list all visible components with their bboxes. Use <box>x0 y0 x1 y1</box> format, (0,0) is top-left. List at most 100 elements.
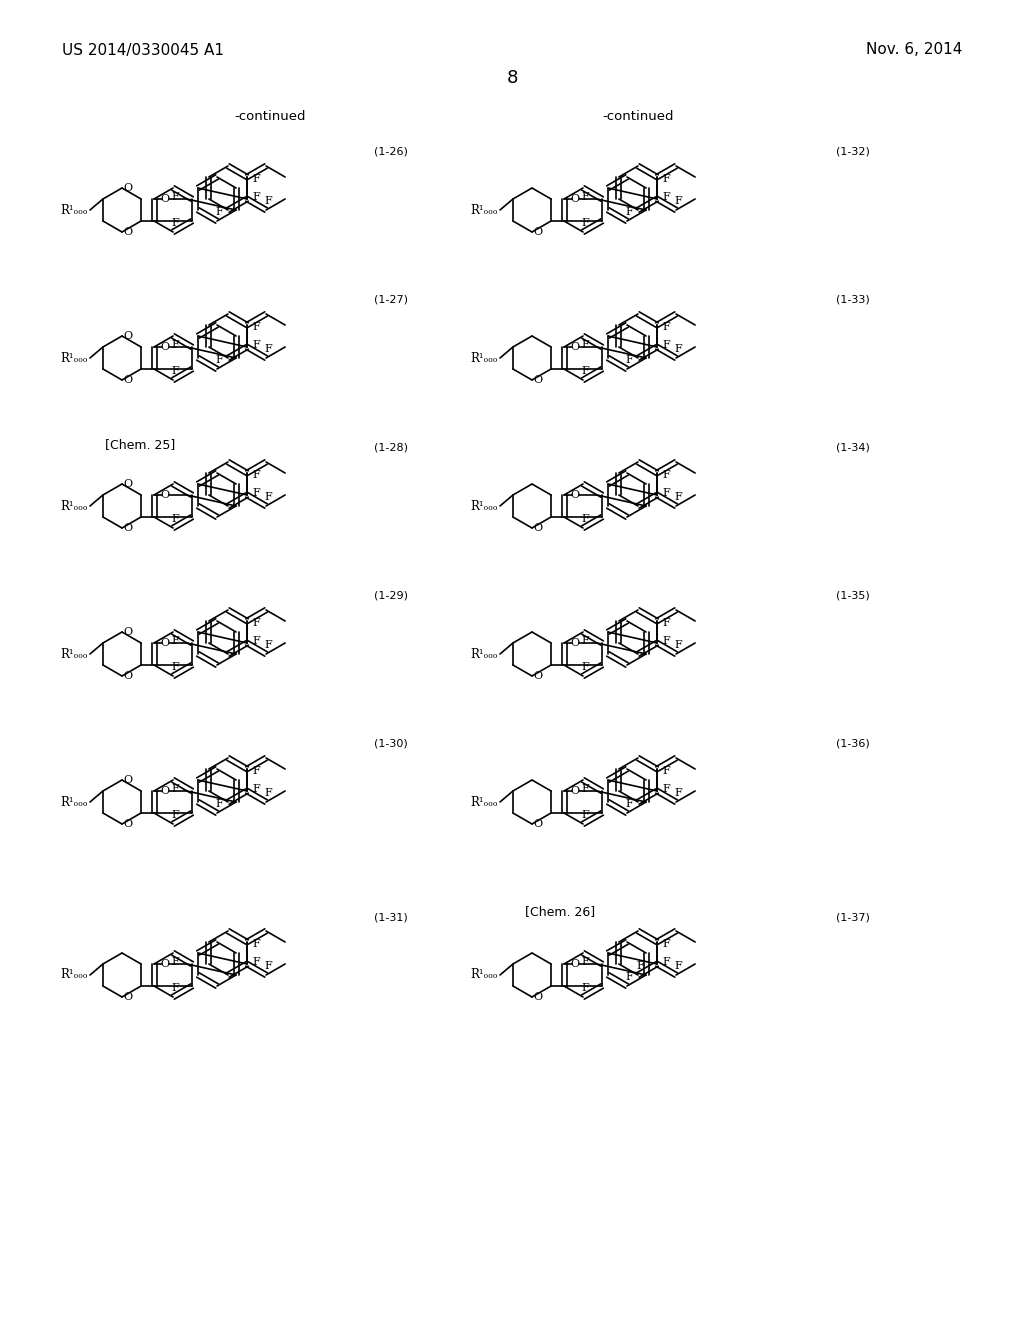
Text: F: F <box>674 492 682 502</box>
Text: O: O <box>534 818 542 829</box>
Text: F: F <box>582 957 589 968</box>
Text: F: F <box>264 492 272 502</box>
Text: O: O <box>161 638 170 648</box>
Text: R¹ₒₒₒ: R¹ₒₒₒ <box>470 203 498 216</box>
Text: O: O <box>570 342 580 352</box>
Text: F: F <box>582 218 589 228</box>
Text: F: F <box>252 470 260 480</box>
Text: (1-29): (1-29) <box>374 591 408 601</box>
Text: (1-36): (1-36) <box>837 739 870 748</box>
Text: O: O <box>570 785 580 796</box>
Text: O: O <box>161 194 170 205</box>
Text: [Chem. 26]: [Chem. 26] <box>525 906 595 919</box>
Text: O: O <box>123 993 132 1002</box>
Text: F: F <box>264 345 272 354</box>
Text: O: O <box>123 523 132 533</box>
Text: O: O <box>534 375 542 385</box>
Text: O: O <box>534 523 542 533</box>
Text: F: F <box>663 322 670 333</box>
Text: F: F <box>215 799 223 809</box>
Text: F: F <box>582 663 589 672</box>
Text: F: F <box>252 636 260 645</box>
Text: F: F <box>171 366 179 376</box>
Text: -continued: -continued <box>602 111 674 124</box>
Text: F: F <box>171 191 179 202</box>
Text: (1-31): (1-31) <box>374 912 408 921</box>
Text: O: O <box>123 479 132 488</box>
Text: F: F <box>663 174 670 183</box>
Text: F: F <box>663 191 670 202</box>
Text: F: F <box>264 195 272 206</box>
Text: O: O <box>123 818 132 829</box>
Text: O: O <box>123 671 132 681</box>
Text: F: F <box>215 355 223 366</box>
Text: O: O <box>123 331 132 341</box>
Text: F: F <box>636 961 644 972</box>
Text: R¹ₒₒₒ: R¹ₒₒₒ <box>60 969 88 982</box>
Text: F: F <box>582 341 589 350</box>
Text: F: F <box>663 470 670 480</box>
Text: 8: 8 <box>506 69 518 87</box>
Text: R¹ₒₒₒ: R¹ₒₒₒ <box>60 351 88 364</box>
Text: F: F <box>582 810 589 820</box>
Text: F: F <box>252 939 260 949</box>
Text: F: F <box>252 174 260 183</box>
Text: O: O <box>123 227 132 238</box>
Text: (1-34): (1-34) <box>837 444 870 453</box>
Text: F: F <box>663 341 670 350</box>
Text: F: F <box>674 788 682 799</box>
Text: F: F <box>252 191 260 202</box>
Text: R¹ₒₒₒ: R¹ₒₒₒ <box>60 648 88 660</box>
Text: (1-27): (1-27) <box>374 294 408 305</box>
Text: F: F <box>625 799 633 809</box>
Text: [Chem. 25]: [Chem. 25] <box>105 438 175 451</box>
Text: F: F <box>252 957 260 968</box>
Text: O: O <box>534 993 542 1002</box>
Text: F: F <box>171 636 179 645</box>
Text: (1-26): (1-26) <box>374 147 408 157</box>
Text: (1-30): (1-30) <box>374 739 408 748</box>
Text: F: F <box>663 766 670 776</box>
Text: F: F <box>171 341 179 350</box>
Text: O: O <box>534 227 542 238</box>
Text: F: F <box>171 513 179 524</box>
Text: O: O <box>570 490 580 500</box>
Text: R¹ₒₒₒ: R¹ₒₒₒ <box>60 499 88 512</box>
Text: (1-28): (1-28) <box>374 444 408 453</box>
Text: F: F <box>582 983 589 993</box>
Text: F: F <box>171 957 179 968</box>
Text: F: F <box>674 640 682 649</box>
Text: F: F <box>582 366 589 376</box>
Text: R¹ₒₒₒ: R¹ₒₒₒ <box>470 796 498 808</box>
Text: O: O <box>534 671 542 681</box>
Text: F: F <box>252 322 260 333</box>
Text: O: O <box>123 775 132 785</box>
Text: O: O <box>161 342 170 352</box>
Text: -continued: -continued <box>234 111 306 124</box>
Text: (1-33): (1-33) <box>837 294 870 305</box>
Text: R¹ₒₒₒ: R¹ₒₒₒ <box>60 203 88 216</box>
Text: F: F <box>171 218 179 228</box>
Text: F: F <box>252 766 260 776</box>
Text: R¹ₒₒₒ: R¹ₒₒₒ <box>60 796 88 808</box>
Text: (1-37): (1-37) <box>837 912 870 921</box>
Text: F: F <box>625 207 633 216</box>
Text: O: O <box>161 785 170 796</box>
Text: O: O <box>570 194 580 205</box>
Text: O: O <box>161 490 170 500</box>
Text: F: F <box>625 972 633 982</box>
Text: R¹ₒₒₒ: R¹ₒₒₒ <box>470 499 498 512</box>
Text: F: F <box>582 513 589 524</box>
Text: F: F <box>663 636 670 645</box>
Text: F: F <box>252 488 260 498</box>
Text: R¹ₒₒₒ: R¹ₒₒₒ <box>470 969 498 982</box>
Text: Nov. 6, 2014: Nov. 6, 2014 <box>865 42 962 58</box>
Text: O: O <box>123 183 132 193</box>
Text: F: F <box>625 355 633 366</box>
Text: F: F <box>582 636 589 645</box>
Text: F: F <box>582 784 589 795</box>
Text: F: F <box>674 195 682 206</box>
Text: R¹ₒₒₒ: R¹ₒₒₒ <box>470 351 498 364</box>
Text: F: F <box>215 207 223 216</box>
Text: O: O <box>123 627 132 638</box>
